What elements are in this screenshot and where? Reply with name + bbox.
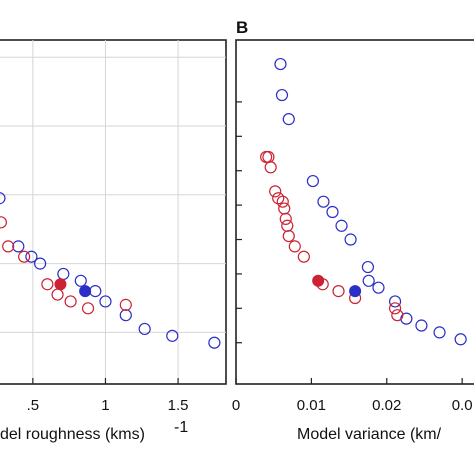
- panel-a-red-filled-point-0: [54, 278, 67, 291]
- panel-b-red-open-point-0: [260, 150, 273, 164]
- panel-b-blue-open-point-13: [415, 319, 428, 332]
- panel-a-blue-open-point-11: [208, 336, 221, 349]
- panel-b-red-open-point-2: [264, 161, 277, 174]
- panel-b-frame: [235, 39, 474, 385]
- panel-b-x-tick-label-1: 0.01: [297, 397, 326, 414]
- panel-b-blue-open-point-6: [335, 219, 348, 232]
- panel-b-x-tick-label-3: 0.0: [452, 397, 473, 414]
- panel-b-blue-open-point-7: [344, 233, 357, 246]
- panel-b-blue-open-point-8: [361, 260, 375, 274]
- panel-b-blue-open-point-15: [454, 333, 467, 346]
- panel-b-blue-open-point-9: [362, 274, 375, 287]
- panel-b-red-open-point-15: [388, 302, 402, 315]
- panel-b-letter: B: [236, 18, 248, 37]
- panel-a-blue-open-point-2: [25, 250, 38, 263]
- panel-b-blue-open-point-14: [433, 326, 446, 339]
- panel-a-blue-open-point-0: [0, 192, 6, 205]
- panel-a-blue-open-point-10: [166, 329, 179, 342]
- panel-a-x-axis-exponent: -1: [174, 419, 188, 436]
- panel-a-red-open-point-0: [0, 216, 8, 229]
- panel-b-blue-open-point-4: [317, 195, 330, 208]
- panel-b-red-open-point-9: [282, 229, 295, 243]
- panel-b-blue-open-point-3: [306, 174, 319, 188]
- panel-b-blue-open-point-0: [274, 57, 287, 71]
- panel-a-x-axis-title: del roughness (kms): [0, 426, 145, 443]
- panel-a-grid: [0, 40, 226, 384]
- panel-b-x-tick-label-0: 0: [232, 397, 240, 414]
- panel-b-blue-filled-point-0: [349, 285, 362, 298]
- panel-b-red-open-point-6: [278, 202, 291, 215]
- panel-b-blue-open-point-2: [282, 113, 295, 126]
- panel-b-x-tick-label-2: 0.02: [372, 397, 401, 414]
- panel-b: B 0 0.01 0.02 0.0 Model variance (km/: [232, 18, 474, 443]
- panel-b-blue-open-point-1: [275, 88, 289, 102]
- panel-b-y-tick-marks: [236, 101, 242, 344]
- panel-a-blue-open-point-8: [119, 309, 132, 322]
- panel-b-red-open-point-5: [276, 195, 289, 208]
- panel-a-red-open-point-1: [2, 240, 15, 253]
- panel-a-red-open-point-3: [41, 278, 54, 291]
- panel-b-red-open-point-7: [279, 212, 292, 225]
- panel-b-red-open-point-16: [391, 309, 404, 322]
- panel-a-blue-open-point-4: [57, 267, 70, 281]
- panel-b-red-open-point-10: [288, 240, 301, 253]
- panel-b-blue-open-point-11: [388, 295, 402, 308]
- panel-a-points: [0, 192, 221, 349]
- panel-b-blue-open-point-5: [326, 205, 339, 219]
- panel-a-x-ticks: .5 1 1.5: [27, 378, 189, 414]
- panel-b-red-open-point-11: [297, 250, 310, 263]
- panel-a-blue-open-point-1: [12, 240, 25, 253]
- panel-a-frame: [0, 39, 227, 385]
- panel-a-red-open-point-7: [119, 298, 132, 311]
- panel-a: .5 1 1.5 del roughness (kms) -1: [0, 39, 227, 443]
- panel-a-blue-open-point-7: [99, 295, 112, 308]
- panel-a-blue-open-point-3: [34, 257, 47, 270]
- panel-b-red-open-point-8: [281, 219, 294, 232]
- panel-b-points: [260, 57, 467, 346]
- panel-a-x-tick-label-0: .5: [27, 397, 40, 414]
- panel-a-blue-open-point-5: [74, 274, 87, 287]
- panel-a-red-open-point-6: [81, 302, 95, 315]
- panel-b-red-open-point-3: [269, 185, 282, 198]
- panel-a-blue-open-point-6: [89, 285, 102, 298]
- panel-b-red-open-point-1: [262, 150, 275, 164]
- panel-a-blue-open-point-9: [138, 322, 151, 336]
- panel-b-red-filled-point-0: [312, 274, 325, 287]
- panel-a-x-tick-label-2: 1.5: [168, 397, 189, 414]
- panel-a-blue-filled-point-0: [79, 285, 92, 298]
- panel-a-red-open-point-2: [18, 250, 31, 263]
- panel-a-red-open-point-5: [64, 295, 77, 308]
- panel-a-x-tick-label-1: 1: [101, 397, 109, 414]
- panel-b-x-axis-title: Model variance (km/: [297, 426, 442, 443]
- panel-b-blue-open-point-10: [372, 281, 385, 294]
- panel-b-red-open-point-13: [332, 285, 345, 298]
- panel-a-red-open-point-4: [51, 288, 64, 301]
- panel-b-x-ticks: 0 0.01 0.02 0.0: [232, 378, 473, 414]
